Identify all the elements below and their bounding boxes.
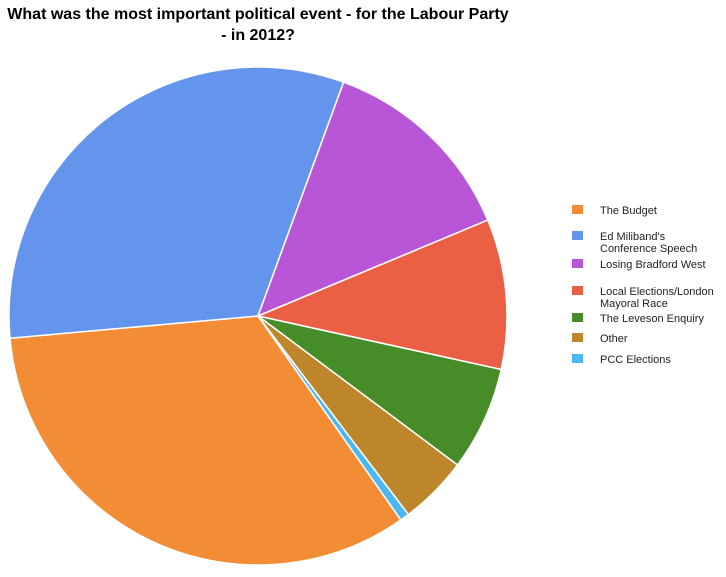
pie-slice-3 [255, 219, 508, 371]
legend-label-3-1: Mayoral Race [600, 298, 668, 310]
legend-label-4-0: The Leveson Enquiry [600, 313, 704, 325]
chart-title-line-1: What was the most important political ev… [7, 6, 509, 23]
legend-swatch-6 [572, 354, 583, 363]
legend-label-1-1: Conference Speech [600, 243, 697, 255]
pie-slice-0 [9, 315, 402, 566]
legend-swatch-5 [572, 333, 583, 342]
chart-title-line-2: - in 2012? [221, 27, 295, 44]
legend-label-0-0: The Budget [600, 205, 657, 217]
legend-label-3-0: Local Elections/London [600, 286, 714, 298]
legend-label-1-0: Ed Miliband's [600, 231, 666, 243]
legend-swatch-4 [572, 313, 583, 322]
legend-swatch-2 [572, 259, 583, 268]
legend-swatch-3 [572, 286, 583, 295]
legend-swatch-1 [572, 231, 583, 240]
pie-slice-2 [256, 81, 489, 318]
legend-swatch-0 [572, 205, 583, 214]
legend-label-5-0: Other [600, 333, 628, 345]
chart-title: What was the most important political ev… [0, 4, 516, 46]
legend-label-2-0: Losing Bradford West [600, 259, 706, 271]
pie-slice-4 [257, 315, 503, 467]
pie-slices [8, 66, 508, 566]
legend-label-6-0: PCC Elections [600, 354, 671, 366]
pie-slice-1 [8, 66, 345, 340]
pie-slice-6 [257, 315, 410, 522]
